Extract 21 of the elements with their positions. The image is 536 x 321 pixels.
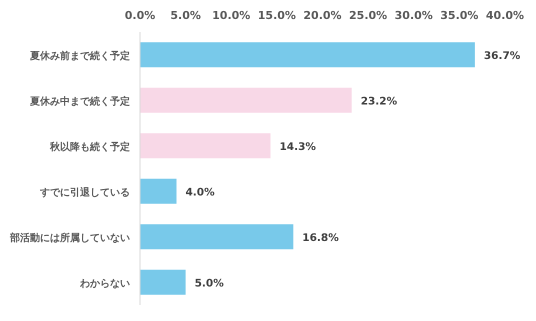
data-label: 16.8% [302, 232, 340, 244]
x-tick-label: 30.0% [394, 9, 433, 22]
y-tick-label: 夏休み中まで続く予定 [29, 95, 130, 108]
data-label: 23.2% [360, 95, 398, 108]
y-tick-label: わからない [79, 278, 130, 290]
data-label: 14.3% [279, 140, 316, 153]
y-tick-label: 夏休み前まで続く予定 [29, 50, 130, 62]
x-tick-label: 5.0% [170, 9, 201, 22]
x-tick-label: 15.0% [258, 9, 296, 22]
y-tick-label: 部活動には所属していない [9, 232, 130, 244]
y-tick-label: 秋以降も続く予定 [49, 140, 130, 153]
y-tick-label: すでに引退している [39, 186, 130, 198]
data-label: 36.7% [484, 50, 521, 62]
x-tick-label: 0.0% [124, 9, 156, 22]
x-tick-label: 40.0% [486, 9, 524, 22]
data-label: 5.0% [194, 277, 224, 290]
x-tick-label: 35.0% [440, 9, 478, 22]
x-tick-label: 10.0% [212, 9, 250, 22]
x-tick-label: 25.0% [349, 9, 388, 22]
x-tick-label: 20.0% [303, 9, 342, 22]
data-label: 4.0% [186, 186, 216, 198]
